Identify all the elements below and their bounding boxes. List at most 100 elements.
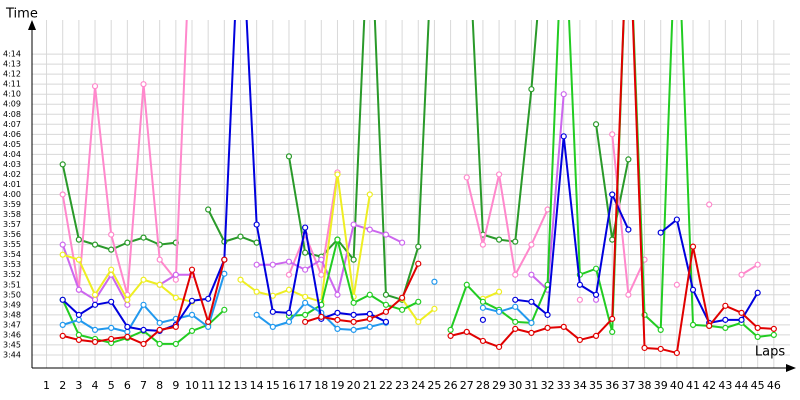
point: [108, 324, 115, 331]
point: [285, 286, 293, 293]
point: [253, 261, 260, 268]
y-tick-label: 3:50: [3, 290, 21, 299]
x-tick-label: 44: [735, 379, 749, 392]
point: [382, 301, 390, 308]
point: [770, 331, 777, 339]
point: [479, 316, 487, 323]
point: [479, 298, 487, 305]
x-tick-label: 5: [108, 379, 115, 392]
point: [59, 332, 66, 340]
point: [722, 316, 729, 323]
point: [722, 324, 729, 331]
y-tick-label: 3:49: [3, 300, 21, 309]
point: [592, 121, 600, 128]
point: [302, 318, 309, 325]
point: [156, 319, 163, 326]
point: [188, 266, 196, 273]
point: [512, 296, 519, 303]
x-tick-label: 21: [363, 379, 377, 392]
y-tick-label: 3:56: [3, 230, 21, 239]
point: [544, 324, 551, 331]
point: [334, 236, 341, 243]
x-tick-label: 1: [43, 379, 50, 392]
point: [495, 343, 503, 351]
x-tick-label: 17: [298, 379, 312, 392]
y-tick-label: 3:58: [3, 210, 21, 219]
point: [366, 226, 373, 233]
point: [592, 265, 600, 272]
point: [205, 323, 212, 330]
x-tick-label: 24: [411, 379, 425, 392]
point: [415, 243, 422, 250]
point: [350, 318, 357, 325]
point: [188, 297, 196, 304]
point: [560, 133, 567, 140]
point: [156, 326, 163, 333]
grid: [32, 20, 790, 368]
point: [479, 241, 487, 248]
point: [366, 315, 373, 322]
point: [124, 301, 131, 308]
point: [350, 221, 357, 228]
point: [91, 301, 99, 308]
point: [609, 328, 616, 335]
point: [108, 335, 115, 343]
point: [625, 156, 632, 163]
point: [91, 83, 99, 90]
point: [156, 281, 163, 288]
point: [382, 291, 390, 298]
point: [738, 309, 745, 316]
point: [366, 291, 373, 298]
point: [140, 301, 147, 308]
point: [124, 296, 131, 303]
y-tick-label: 3:59: [3, 200, 21, 209]
x-tick-label: 42: [702, 379, 716, 392]
plot-area: [59, 20, 777, 357]
x-tick-label: 9: [172, 379, 179, 392]
point: [205, 206, 212, 213]
point: [560, 323, 567, 330]
x-tick-label: 19: [330, 379, 344, 392]
point: [124, 239, 131, 246]
x-tick-label: 7: [140, 379, 147, 392]
point: [512, 271, 519, 278]
x-tick-label: 25: [427, 379, 441, 392]
point: [366, 323, 373, 330]
point: [59, 251, 66, 258]
x-tick-label: 3: [75, 379, 82, 392]
y-tick-label: 4:11: [3, 80, 21, 89]
point: [689, 243, 697, 250]
point: [495, 171, 503, 178]
point: [334, 291, 341, 298]
point: [59, 321, 66, 328]
point: [318, 313, 325, 320]
x-tick-label: 27: [460, 379, 474, 392]
point: [334, 316, 341, 323]
point: [269, 308, 276, 315]
y-tick-label: 4:06: [3, 130, 21, 139]
point: [285, 271, 293, 278]
point: [237, 233, 244, 240]
x-tick-label: 29: [492, 379, 506, 392]
point: [156, 256, 163, 263]
point: [495, 288, 503, 295]
point: [382, 308, 390, 315]
point: [754, 261, 761, 268]
y-tick-label: 4:12: [3, 70, 21, 79]
y-tick-label: 3:47: [3, 320, 21, 329]
point: [706, 322, 713, 329]
point: [528, 319, 535, 326]
point: [431, 278, 438, 285]
point: [253, 221, 260, 228]
point: [609, 191, 616, 198]
y-tick-label: 3:52: [3, 270, 21, 279]
point: [172, 340, 179, 348]
x-tick-label: 34: [573, 379, 587, 392]
y-axis-title: Time: [5, 7, 38, 22]
point: [463, 328, 470, 335]
point: [528, 271, 535, 278]
x-tick-label: 41: [686, 379, 700, 392]
x-tick-label: 23: [395, 379, 409, 392]
point: [350, 326, 357, 333]
point: [334, 325, 341, 332]
